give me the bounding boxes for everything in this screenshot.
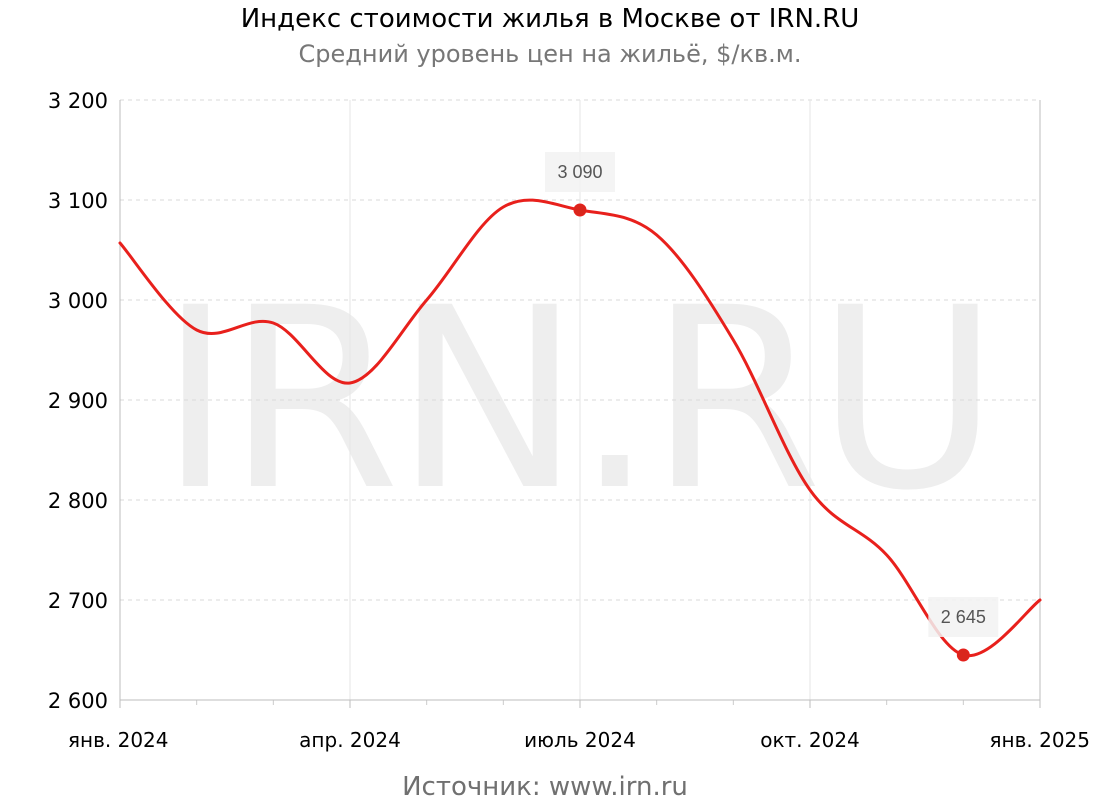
highlight-point <box>956 648 970 662</box>
axes <box>119 100 1041 708</box>
x-tick-label: окт. 2024 <box>760 728 860 752</box>
grid <box>120 99 1040 700</box>
x-tick-label: янв. 2024 <box>68 728 169 752</box>
chart-subtitle: Средний уровень цен на жильё, $/кв.м. <box>299 40 802 68</box>
chart-source: Источник: www.irn.ru <box>402 772 688 800</box>
data-label: 2 645 <box>941 607 986 627</box>
y-tick-label: 2 800 <box>48 489 108 513</box>
x-tick-label: янв. 2025 <box>989 728 1090 752</box>
y-tick-label: 2 900 <box>48 389 108 413</box>
chart-title: Индекс стоимости жилья в Москве от IRN.R… <box>241 4 860 34</box>
x-axis-ticks: янв. 2024 апр. 2024 июль 2024 окт. 2024 янв.… <box>68 728 1090 752</box>
series-line <box>118 198 1042 658</box>
y-axis-ticks: 2 600 2 700 2 800 2 900 3 000 3 100 3 200 <box>48 89 108 713</box>
highlight-point <box>573 203 587 217</box>
data-label: 3 090 <box>557 162 602 182</box>
y-tick-label: 2 600 <box>48 689 108 713</box>
data-label-box <box>545 152 615 192</box>
series-group <box>118 198 1042 658</box>
y-tick-label: 3 200 <box>48 89 108 113</box>
x-tick-label: июль 2024 <box>524 728 636 752</box>
highlight-points: 3 090 2 645 <box>545 152 999 662</box>
x-tick-label: апр. 2024 <box>299 728 401 752</box>
y-tick-label: 3 000 <box>48 289 108 313</box>
y-tick-label: 3 100 <box>48 189 108 213</box>
data-label-box <box>928 597 999 637</box>
y-tick-label: 2 700 <box>48 589 108 613</box>
